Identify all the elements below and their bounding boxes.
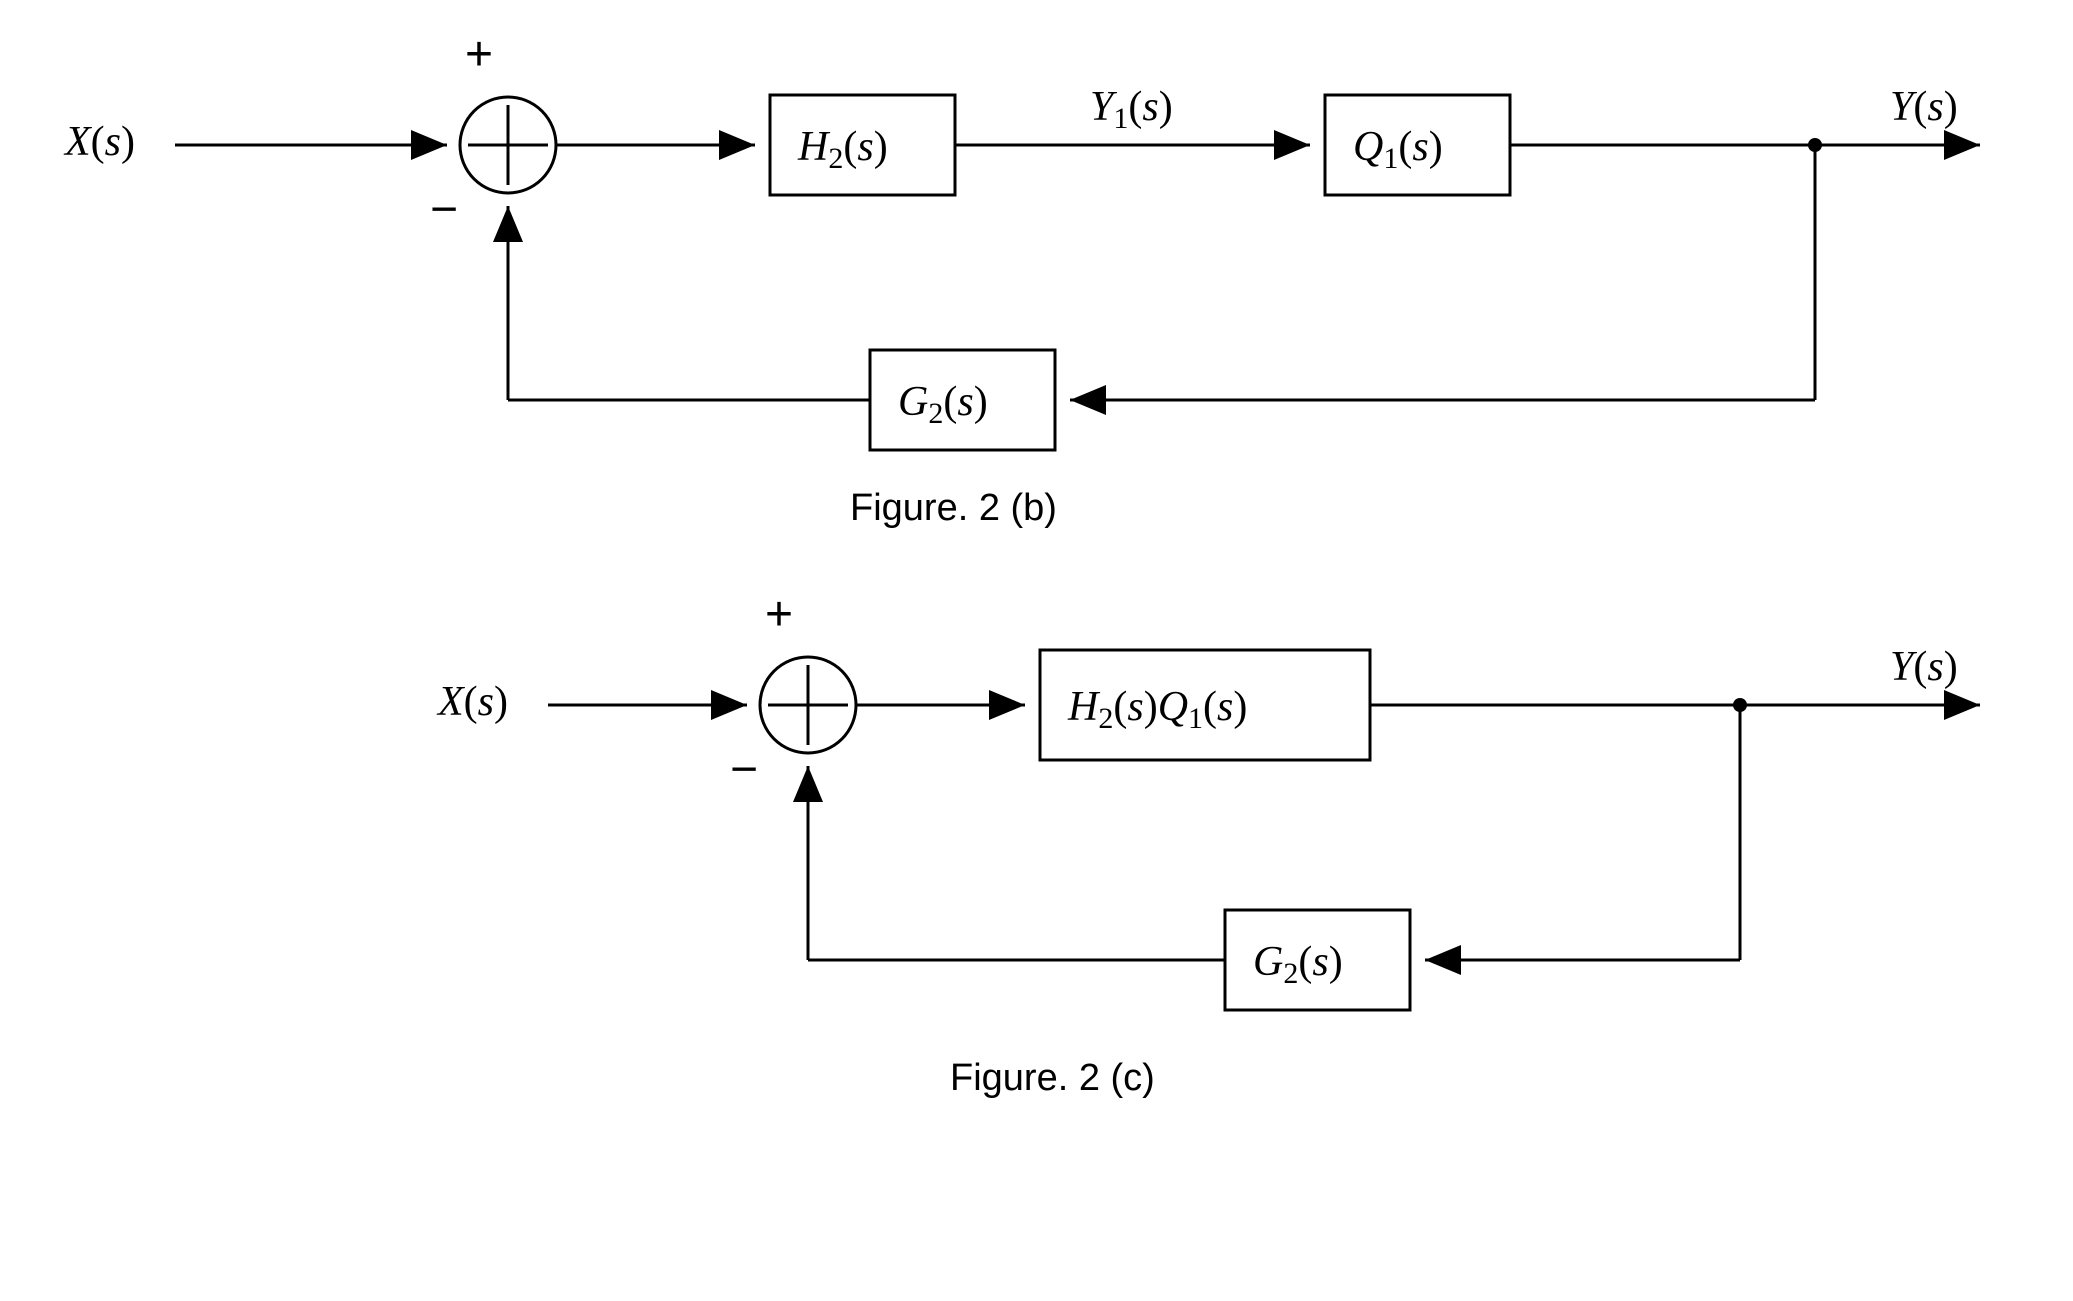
g2-label: G2(s) bbox=[1253, 939, 1343, 990]
y1-label: Y1(s) bbox=[1090, 84, 1173, 135]
figure-caption-b: Figure. 2 (b) bbox=[850, 487, 1057, 529]
input-label: X(s) bbox=[436, 679, 508, 725]
figure-2c-diagram: X(s) + − H2(s)Q1(s) Y(s) G2(s) Figure. 2… bbox=[20, 550, 2073, 1120]
figure-caption-c: Figure. 2 (c) bbox=[950, 1057, 1155, 1099]
plus-sign: + bbox=[765, 588, 793, 641]
output-label: Y(s) bbox=[1890, 644, 1958, 690]
minus-sign: − bbox=[430, 183, 458, 236]
figure-2b-diagram: X(s) + − H2(s) Y1(s) Q1(s) Y(s) G2(s) bbox=[20, 20, 2073, 550]
plus-sign: + bbox=[465, 28, 493, 81]
q1-label: Q1(s) bbox=[1353, 124, 1443, 175]
minus-sign: − bbox=[730, 743, 758, 796]
output-label: Y(s) bbox=[1890, 84, 1958, 130]
input-label: X(s) bbox=[63, 119, 135, 165]
forward-label: H2(s)Q1(s) bbox=[1067, 684, 1247, 735]
g2-label: G2(s) bbox=[898, 379, 988, 430]
h2-label: H2(s) bbox=[797, 124, 888, 175]
